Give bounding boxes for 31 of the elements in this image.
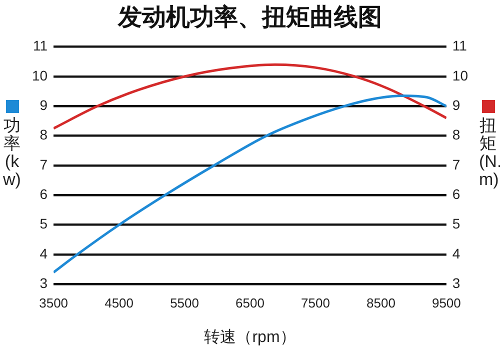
line-series (54, 63, 446, 130)
y2-tick-label: 4 (452, 245, 460, 262)
x-tick-label: 9500 (432, 296, 461, 311)
y-tick-label: 9 (40, 97, 48, 114)
line-series (54, 94, 446, 274)
y-tick-label: 11 (33, 38, 48, 54)
y-tick-label: 4 (40, 245, 48, 262)
y-tick-label: 10 (32, 67, 48, 84)
x-axis-title: 转速（rpm） (204, 328, 296, 346)
x-tick-label: 6500 (236, 296, 264, 311)
y2-tick-label: 11 (452, 38, 468, 54)
y2-tick-label: 7 (452, 156, 460, 172)
y-tick-label: 5 (40, 216, 48, 232)
x-tick-label: 5500 (170, 296, 199, 311)
y2-tick-label: 5 (452, 216, 460, 232)
y2-tick-label: 3 (452, 275, 460, 292)
y2-tick-label: 8 (452, 126, 460, 143)
y2-tick-label: 9 (452, 97, 460, 114)
x-tick-label: 7500 (301, 296, 330, 311)
y-tick-label: 8 (40, 126, 48, 143)
y-axis-title: 功率(kw) (3, 116, 21, 189)
y2-axis-title: 扭矩(N.m) (479, 116, 500, 189)
y-tick-label: 6 (40, 186, 48, 202)
y-tick-label: 7 (40, 156, 48, 172)
x-tick-label: 8500 (366, 296, 396, 311)
x-tick-label: 4500 (104, 296, 134, 311)
y2-tick-label: 6 (452, 186, 460, 202)
y-tick-label: 3 (40, 275, 48, 292)
y2-tick-label: 10 (452, 67, 468, 84)
chart-title: 发动机功率、扭矩曲线图 (117, 4, 382, 32)
x-tick-label: 3500 (39, 296, 68, 311)
